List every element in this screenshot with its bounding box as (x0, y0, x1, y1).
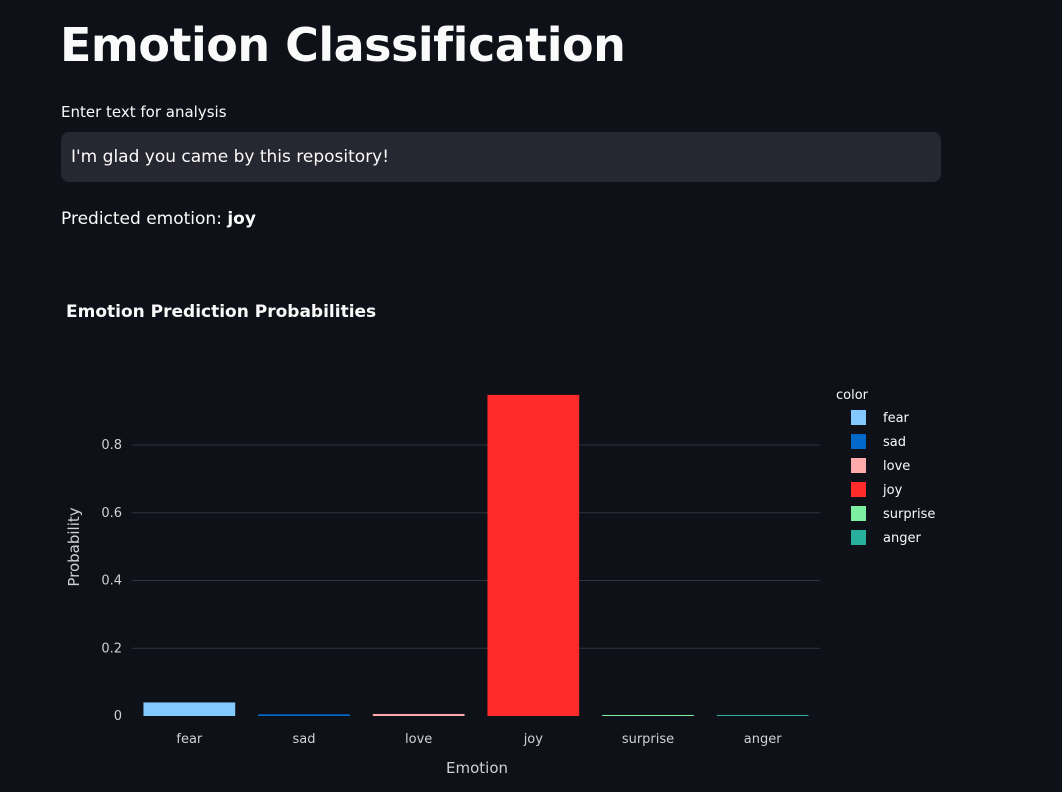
prediction-prefix: Predicted emotion: (61, 209, 228, 229)
chart-gridlines (132, 444, 820, 649)
y-tick-label: 0.4 (101, 574, 122, 589)
bar-fear[interactable] (143, 702, 236, 716)
emotion-chart: Emotion Prediction Probabilities 0 0.2 0.4… (0, 280, 1062, 792)
legend-label: anger (883, 531, 921, 546)
x-tick-label: fear (176, 732, 203, 747)
legend-swatch (851, 482, 866, 497)
legend-label: joy (882, 483, 903, 498)
legend-item-surprise[interactable]: surprise (851, 506, 935, 522)
x-tick-label: sad (293, 732, 316, 747)
text-input-label: Enter text for analysis (61, 103, 227, 121)
legend-label: sad (883, 435, 906, 450)
x-tick-label: joy (523, 732, 544, 747)
x-tick-label: love (405, 732, 432, 747)
x-axis-ticks: fear sad love joy surprise anger (176, 732, 782, 747)
legend-label: love (883, 459, 910, 474)
y-axis-ticks: 0 0.2 0.4 0.6 0.8 (101, 438, 122, 724)
bar-sad[interactable] (258, 714, 350, 716)
legend-swatch (851, 530, 866, 545)
legend-swatch (851, 410, 866, 425)
legend-swatch (851, 434, 866, 449)
x-tick-label: surprise (622, 732, 674, 747)
y-tick-label: 0 (114, 709, 122, 724)
y-tick-label: 0.2 (101, 641, 122, 656)
bar-surprise[interactable] (602, 714, 694, 716)
x-tick-label: anger (744, 732, 782, 747)
page-title: Emotion Classification (60, 18, 626, 72)
predicted-emotion-value: joy (227, 209, 256, 229)
legend-item-fear[interactable]: fear (851, 410, 910, 426)
legend-swatch (851, 458, 866, 473)
bar-anger[interactable] (716, 714, 809, 716)
legend-label: fear (883, 411, 910, 426)
legend-item-sad[interactable]: sad (851, 434, 906, 450)
legend-swatch (851, 506, 866, 521)
chart-title: Emotion Prediction Probabilities (66, 302, 376, 322)
y-tick-label: 0.8 (101, 438, 122, 453)
prediction-text: Predicted emotion: joy (61, 207, 256, 231)
legend-title: color (836, 388, 869, 403)
analysis-text-input[interactable] (61, 132, 941, 182)
y-tick-label: 0.6 (101, 506, 122, 521)
legend-item-anger[interactable]: anger (851, 530, 921, 546)
x-axis-title: Emotion (446, 759, 508, 777)
chart-svg: Emotion Prediction Probabilities 0 0.2 0.4… (65, 302, 935, 777)
legend-item-love[interactable]: love (851, 458, 910, 474)
chart-bars (143, 394, 809, 716)
legend-item-joy[interactable]: joy (851, 482, 903, 498)
y-axis-title: Probability (65, 507, 83, 586)
chart-legend: color fear sad love joy surprise anger (836, 388, 935, 546)
bar-love[interactable] (372, 713, 465, 716)
bar-joy[interactable] (487, 394, 580, 716)
legend-label: surprise (883, 507, 935, 522)
